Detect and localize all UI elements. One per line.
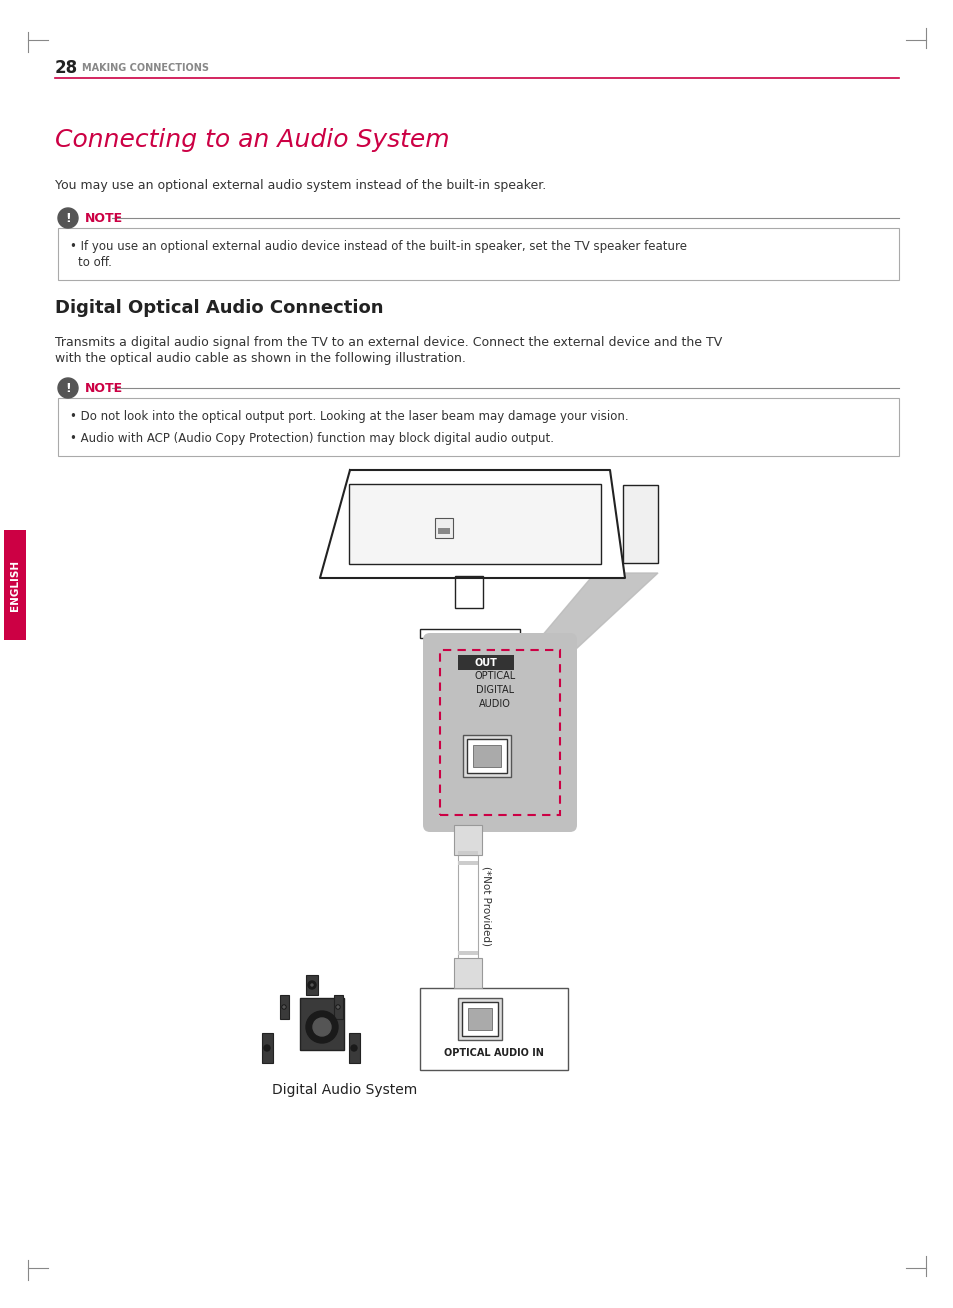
Circle shape — [282, 1005, 286, 1008]
Circle shape — [311, 984, 313, 986]
Bar — [457, 951, 477, 955]
FancyBboxPatch shape — [422, 633, 577, 832]
Bar — [468, 1008, 492, 1029]
Bar — [457, 655, 514, 670]
Text: with the optical audio cable as shown in the following illustration.: with the optical audio cable as shown in… — [55, 352, 465, 365]
Text: NOTE: NOTE — [85, 382, 123, 395]
Bar — [455, 576, 482, 608]
Polygon shape — [530, 573, 658, 650]
Bar — [473, 746, 500, 766]
Bar — [457, 961, 477, 965]
Circle shape — [264, 1045, 270, 1052]
Bar — [457, 861, 477, 865]
Text: ENGLISH: ENGLISH — [10, 560, 20, 611]
Circle shape — [58, 378, 78, 398]
Text: Digital Optical Audio Connection: Digital Optical Audio Connection — [55, 300, 383, 317]
Bar — [306, 974, 317, 995]
Bar — [437, 528, 450, 534]
Bar — [622, 485, 658, 562]
Polygon shape — [319, 470, 624, 578]
Text: • Audio with ACP (Audio Copy Protection) function may block digital audio output: • Audio with ACP (Audio Copy Protection)… — [70, 432, 554, 445]
Text: Digital Audio System: Digital Audio System — [272, 1083, 416, 1097]
Circle shape — [351, 1045, 356, 1052]
Bar — [457, 855, 477, 988]
Bar — [457, 998, 501, 1040]
Circle shape — [283, 1006, 285, 1008]
Bar — [462, 735, 511, 777]
Text: NOTE: NOTE — [85, 212, 123, 225]
Circle shape — [306, 1011, 337, 1042]
Bar — [349, 484, 600, 564]
Text: • If you use an optional external audio device instead of the built-in speaker, : • If you use an optional external audio … — [70, 239, 686, 252]
Text: OPTICAL AUDIO IN: OPTICAL AUDIO IN — [443, 1048, 543, 1058]
Bar — [435, 518, 453, 538]
Bar — [349, 1033, 359, 1063]
Text: !: ! — [65, 382, 71, 395]
FancyBboxPatch shape — [419, 988, 567, 1070]
Bar — [457, 852, 477, 855]
Bar — [419, 629, 519, 638]
Bar — [299, 998, 344, 1050]
Circle shape — [335, 1005, 339, 1008]
Text: You may use an optional external audio system instead of the built-in speaker.: You may use an optional external audio s… — [55, 178, 546, 191]
Text: OUT: OUT — [474, 658, 497, 667]
Bar — [262, 1033, 273, 1063]
Bar — [280, 995, 289, 1019]
Bar — [454, 957, 481, 988]
FancyBboxPatch shape — [58, 398, 898, 456]
Text: • Do not look into the optical output port. Looking at the laser beam may damage: • Do not look into the optical output po… — [70, 409, 628, 422]
Text: MAKING CONNECTIONS: MAKING CONNECTIONS — [82, 63, 209, 73]
Text: 28: 28 — [55, 59, 78, 77]
Text: to off.: to off. — [78, 256, 112, 269]
Text: !: ! — [65, 212, 71, 225]
Text: Connecting to an Audio System: Connecting to an Audio System — [55, 128, 449, 152]
Bar — [454, 825, 481, 855]
FancyBboxPatch shape — [58, 228, 898, 280]
Bar — [4, 530, 26, 640]
Text: OPTICAL
DIGITAL
AUDIO: OPTICAL DIGITAL AUDIO — [474, 671, 515, 709]
Circle shape — [336, 1006, 338, 1008]
Circle shape — [313, 1018, 331, 1036]
Bar — [467, 739, 506, 773]
Text: (*Not Provided): (*Not Provided) — [481, 866, 492, 946]
Bar — [334, 995, 343, 1019]
Bar — [461, 1002, 497, 1036]
Text: Transmits a digital audio signal from the TV to an external device. Connect the : Transmits a digital audio signal from th… — [55, 336, 721, 349]
Circle shape — [308, 981, 315, 989]
Circle shape — [58, 208, 78, 228]
